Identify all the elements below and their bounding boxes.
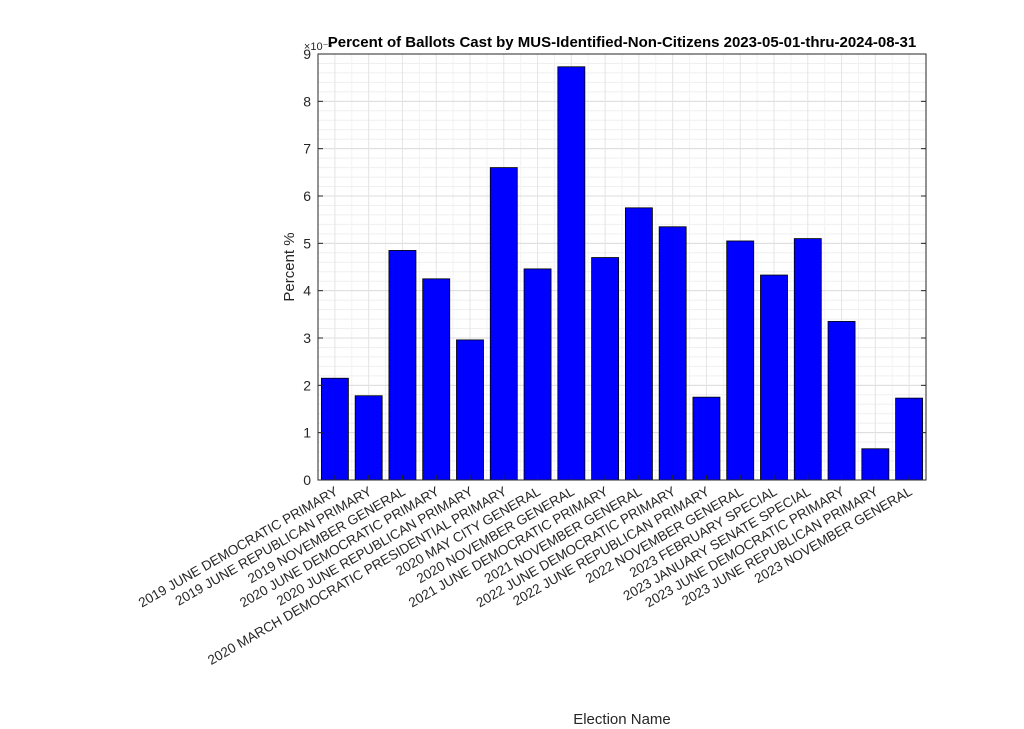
bar (895, 397, 924, 481)
bar (388, 250, 417, 481)
bar (726, 240, 755, 481)
bar (692, 396, 721, 481)
bar (624, 207, 653, 481)
y-axis-multiplier: ×10⁻³ (304, 41, 332, 53)
bar-series (320, 66, 924, 481)
bar (320, 377, 349, 481)
bar (760, 274, 788, 481)
y-tick-label: 2 (303, 377, 311, 393)
bar (422, 278, 451, 481)
y-tick-label: 5 (303, 235, 311, 251)
y-tick-label: 4 (303, 283, 311, 299)
y-tick-label: 9 (303, 46, 311, 62)
y-tick-label: 7 (303, 141, 311, 157)
y-tick-label: 0 (303, 472, 311, 488)
y-tick-label: 6 (303, 188, 311, 204)
bar (658, 226, 687, 481)
y-tick-label: 1 (303, 425, 311, 441)
bar (354, 395, 383, 481)
bar (557, 66, 586, 481)
y-axis-ticks: 0 1 2 3 4 5 6 7 8 9 (303, 46, 926, 488)
bar (793, 238, 822, 481)
bar (591, 257, 620, 481)
y-axis-label: Percent % (281, 232, 298, 301)
x-axis-label: Election Name (573, 711, 671, 728)
bar (827, 321, 856, 481)
bar (861, 448, 890, 481)
chart-title: Percent of Ballots Cast by MUS-Identifie… (328, 34, 916, 51)
bar (489, 167, 518, 481)
y-tick-label: 8 (303, 93, 311, 109)
bar (523, 268, 552, 481)
bar (456, 339, 484, 481)
plot-area-border (317, 53, 927, 481)
y-tick-label: 3 (303, 330, 311, 346)
